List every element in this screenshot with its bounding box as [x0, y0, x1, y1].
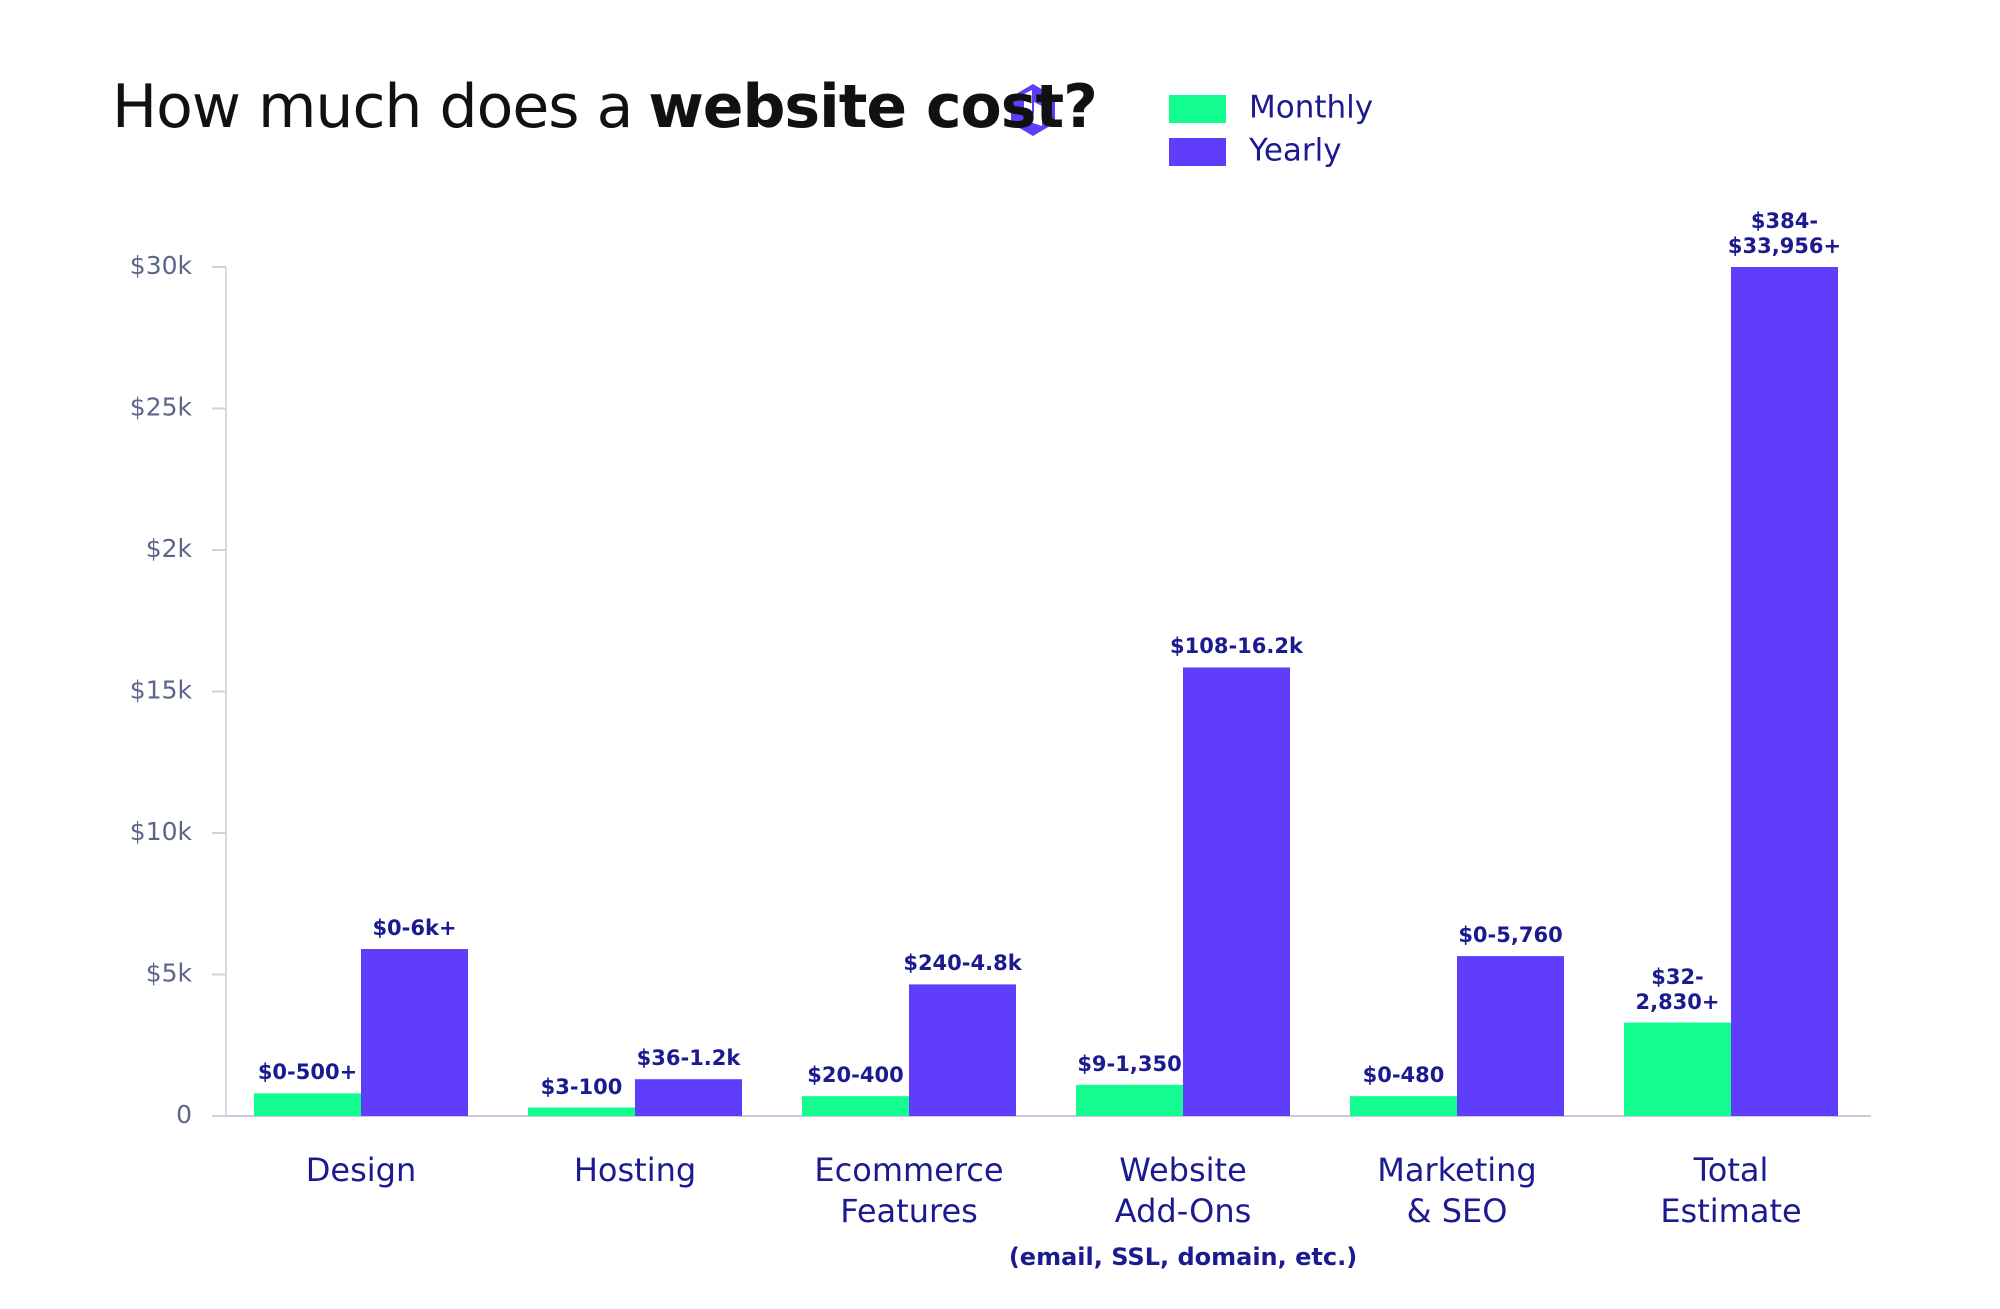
y-tick-label: $10k	[130, 817, 193, 846]
x-tick-label: Hosting	[573, 1151, 697, 1189]
bar	[1731, 267, 1838, 1116]
range-label: $3-100	[540, 1074, 623, 1099]
category-note: (email, SSL, domain, etc.)	[1008, 1243, 1358, 1271]
bar	[1350, 1096, 1457, 1116]
logo-hex	[1011, 84, 1055, 136]
y-tick-label: 0	[176, 1100, 192, 1129]
range-label: $384- $33,956+	[1727, 209, 1842, 258]
bar	[1457, 956, 1564, 1116]
range-label: $20-400	[807, 1063, 904, 1088]
x-tick-label: Ecommerce Features	[814, 1151, 1004, 1230]
bar	[802, 1096, 909, 1116]
x-tick-label: Website Add-Ons	[1114, 1151, 1252, 1230]
y-tick-label: $5k	[146, 959, 193, 988]
logo-cut	[1024, 90, 1042, 126]
range-label: $36-1.2k	[636, 1046, 741, 1071]
y-tick-label: $2k	[146, 534, 193, 563]
bar	[635, 1079, 742, 1116]
range-label: $0-500+	[257, 1060, 358, 1085]
legend-swatch	[1169, 95, 1226, 123]
y-tick-label: $15k	[130, 676, 193, 705]
logo	[1011, 84, 1055, 136]
range-label: $32- 2,830+	[1635, 964, 1720, 1014]
bar	[1076, 1084, 1183, 1116]
title: How much does a website cost?	[112, 72, 1098, 142]
y-tick-label: $30k	[130, 251, 193, 280]
legend-swatch	[1169, 138, 1226, 166]
x-tick-label: Design	[305, 1151, 417, 1189]
chart-title-emphasis: website cost?	[648, 72, 1098, 142]
bar	[254, 1093, 361, 1116]
bar	[1624, 1022, 1731, 1116]
range-label: $108-16.2k	[1170, 634, 1303, 659]
range-label: $0-5,760	[1458, 923, 1563, 948]
bar	[1183, 667, 1290, 1116]
legend-label: Monthly	[1249, 90, 1373, 126]
range-label: $0-480	[1362, 1063, 1445, 1088]
bar	[909, 984, 1016, 1116]
range-label: $0-6k+	[372, 916, 457, 941]
range-label: $240-4.8k	[903, 951, 1022, 976]
bar	[361, 949, 468, 1116]
range-label: $9-1,350	[1077, 1051, 1182, 1076]
y-tick-label: $25k	[130, 393, 193, 422]
x-tick-label: Marketing & SEO	[1377, 1151, 1537, 1230]
chart-title: How much does a	[112, 72, 633, 142]
bar	[528, 1107, 635, 1116]
legend-label: Yearly	[1248, 133, 1342, 169]
x-tick-label: Total Estimate	[1660, 1151, 1802, 1230]
